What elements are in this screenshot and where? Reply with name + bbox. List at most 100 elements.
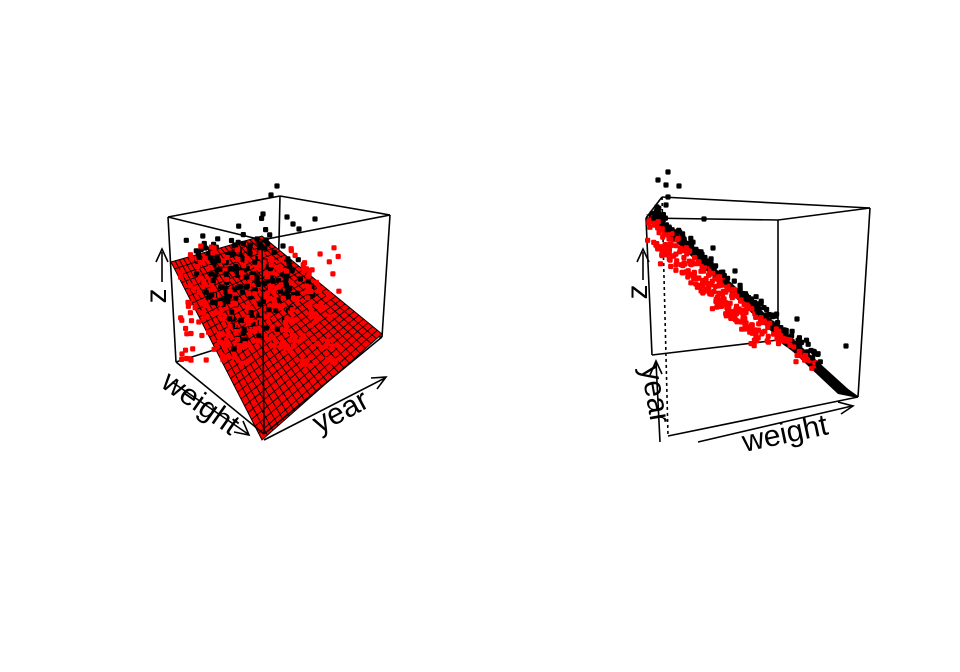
left-data-point — [327, 314, 333, 320]
right-data-point — [698, 254, 704, 260]
left-data-point — [337, 345, 343, 351]
right-data-point — [662, 248, 668, 254]
left-box-edge — [167, 216, 263, 241]
left-data-point — [249, 275, 255, 281]
left-data-point — [309, 313, 315, 319]
right-data-point — [725, 275, 731, 281]
left-data-point — [275, 284, 282, 290]
right-data-point — [803, 337, 810, 343]
left-data-point — [211, 310, 217, 317]
right-data-point — [745, 294, 752, 301]
right-z-axis-label: z — [621, 285, 654, 300]
left-data-point — [318, 303, 324, 309]
right-data-point — [698, 288, 704, 294]
right-data-point — [710, 245, 716, 251]
right-data-point — [681, 255, 687, 261]
left-data-point — [280, 295, 286, 301]
left-data-point — [196, 255, 202, 261]
left-data-point — [330, 271, 336, 277]
left-data-point — [210, 250, 216, 256]
right-data-point — [797, 349, 803, 355]
left-data-point — [270, 334, 276, 341]
right-data-point — [793, 359, 799, 365]
left-data-point — [240, 330, 246, 336]
right-data-point — [671, 253, 677, 259]
right-data-point — [789, 328, 795, 334]
right-data-point — [745, 304, 751, 310]
right-data-point — [696, 249, 702, 255]
left-data-point — [242, 343, 248, 349]
left-data-point — [292, 252, 298, 258]
left-data-point — [233, 263, 239, 270]
left-data-point — [238, 317, 244, 323]
left-data-point — [212, 272, 218, 278]
right-data-point — [787, 342, 793, 348]
left-data-point — [286, 286, 292, 292]
right-data-point — [815, 361, 821, 367]
left-data-point — [278, 257, 284, 263]
right-data-point — [660, 234, 666, 240]
left-data-point — [283, 268, 289, 274]
left-data-point — [201, 315, 207, 321]
left-data-point — [236, 223, 242, 229]
right-data-point — [708, 256, 714, 262]
left-data-point — [336, 288, 342, 294]
left-front-box — [167, 214, 391, 435]
right-data-point — [663, 182, 669, 188]
right-data-point — [664, 227, 670, 233]
left-data-point — [287, 348, 293, 354]
left-data-point — [179, 351, 185, 357]
left-data-point — [317, 251, 323, 257]
right-data-point — [677, 229, 683, 235]
left-data-point — [230, 300, 236, 306]
left-data-point — [268, 262, 274, 268]
left-data-point — [215, 236, 221, 242]
left-data-point — [290, 295, 297, 301]
right-data-point — [805, 341, 811, 347]
right-data-point — [647, 224, 653, 230]
right-data-point — [753, 294, 759, 300]
left-data-point — [199, 332, 205, 339]
right-data-point — [668, 263, 674, 270]
right-data-point — [675, 235, 681, 241]
right-data-point — [688, 235, 694, 241]
left-data-point — [177, 270, 183, 276]
right-data-point — [731, 278, 737, 284]
left-data-point — [220, 357, 226, 363]
left-data-point — [246, 290, 252, 296]
right-data-point — [739, 292, 745, 298]
right-data-point — [756, 301, 762, 307]
left-data-point — [227, 288, 233, 294]
left-data-point — [288, 280, 295, 286]
left-data-point — [289, 307, 295, 313]
right-data-point — [695, 282, 701, 288]
left-data-point — [188, 318, 195, 324]
right-data-point — [715, 274, 721, 280]
left-data-point — [291, 343, 297, 349]
left-data-point — [244, 256, 250, 262]
right-data-point — [740, 313, 746, 320]
left-data-point — [200, 310, 206, 316]
right-data-point — [772, 313, 779, 319]
left-data-point — [231, 346, 237, 352]
right-data-point — [659, 226, 665, 232]
right-data-point — [752, 328, 758, 334]
left-data-point — [245, 321, 251, 327]
right-data-point — [802, 352, 809, 359]
right-data-point — [741, 301, 747, 308]
left-data-point — [233, 329, 239, 335]
left-data-point — [220, 316, 226, 322]
left-data-point — [227, 316, 233, 322]
right-data-point — [765, 324, 771, 330]
right-data-point — [700, 279, 706, 285]
left-data-point — [188, 283, 194, 289]
left-data-point — [223, 271, 229, 277]
left-data-point — [316, 285, 323, 291]
left-weight-axis-arrow — [171, 381, 251, 437]
right-data-point — [797, 342, 803, 348]
right-data-point — [654, 204, 660, 210]
right-data-point — [652, 214, 659, 220]
right-data-point — [660, 212, 666, 218]
left-data-point — [252, 326, 258, 332]
right-data-point — [725, 283, 731, 289]
